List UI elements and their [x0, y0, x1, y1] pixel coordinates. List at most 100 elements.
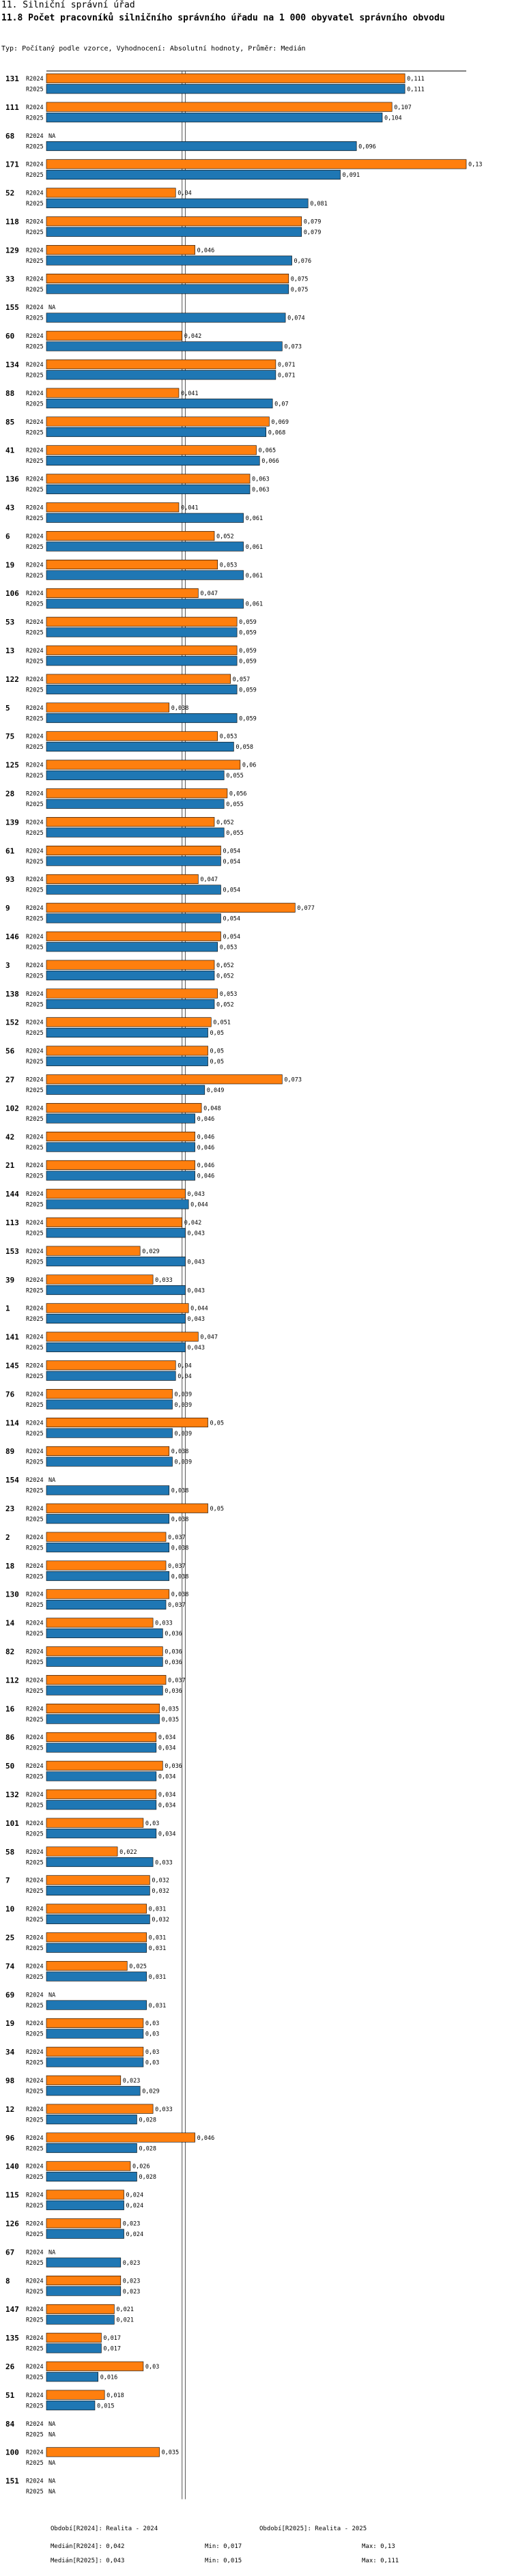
value-label: 0,017: [103, 2335, 121, 2342]
bar-r2024: [46, 1160, 195, 1170]
series-label: R2024: [26, 1820, 44, 1827]
series-label: R2024: [26, 991, 44, 998]
row-id-label: 147: [5, 2305, 19, 2314]
series-label: R2024: [26, 2078, 44, 2085]
bar-r2024: [46, 1675, 167, 1685]
value-label: 0,059: [239, 715, 257, 722]
series-label: R2024: [26, 1391, 44, 1398]
value-label: 0,071: [278, 362, 296, 369]
value-label: 0,044: [190, 1202, 208, 1209]
series-label: R2025: [26, 1888, 44, 1895]
bar-r2024: [46, 2104, 154, 2114]
bar-r2024: [46, 1274, 154, 1285]
series-label: R2024: [26, 2135, 44, 2142]
bar-r2024: [46, 2190, 124, 2200]
value-label: 0,021: [116, 2306, 134, 2313]
series-label: R2025: [26, 1859, 44, 1866]
series-label: R2024: [26, 1048, 44, 1055]
row-id-label: 61: [5, 846, 15, 855]
series-label: R2025: [26, 1974, 44, 1981]
row-id-label: 132: [5, 1790, 19, 1799]
value-label: 0,036: [165, 1631, 182, 1637]
bar-r2025: [46, 1571, 170, 1582]
value-label: 0,039: [175, 1391, 193, 1398]
bar-r2024: [46, 1818, 144, 1828]
value-label: 0,046: [197, 1145, 215, 1151]
series-label: R2025: [26, 945, 44, 951]
bar-r2024: [46, 73, 406, 83]
na-label: NA: [48, 2460, 55, 2467]
series-label: R2024: [26, 1935, 44, 1942]
series-label: R2025: [26, 1803, 44, 1809]
series-label: R2024: [26, 1706, 44, 1713]
series-label: R2025: [26, 1116, 44, 1123]
series-label: R2025: [26, 1373, 44, 1380]
series-label: R2025: [26, 773, 44, 779]
series-label: R2025: [26, 1087, 44, 1094]
value-label: 0,028: [139, 2174, 156, 2181]
bar-r2025: [46, 1829, 157, 1839]
value-label: 0,058: [236, 744, 253, 751]
bar-r2024: [46, 1732, 157, 1742]
bar-r2024: [46, 1961, 128, 1971]
bar-r2024: [46, 2276, 122, 2286]
value-label: 0,055: [226, 773, 244, 779]
series-label: R2024: [26, 2450, 44, 2457]
series-label: R2024: [26, 276, 44, 283]
value-label: 0,036: [165, 1688, 182, 1695]
row-id-label: 42: [5, 1132, 14, 1141]
series-label: R2025: [26, 429, 44, 436]
value-label: 0,069: [271, 419, 289, 426]
bar-r2024: [46, 188, 176, 198]
value-label: 0,033: [155, 2106, 173, 2113]
bar-r2024: [46, 159, 467, 169]
bar-r2025: [46, 313, 286, 323]
value-label: 0,043: [187, 1287, 205, 1294]
row-id-label: 5: [5, 704, 10, 713]
series-label: R2025: [26, 573, 44, 579]
value-label: 0,055: [226, 801, 244, 808]
row-id-label: 14: [5, 1619, 15, 1628]
row-id-label: 19: [5, 560, 14, 569]
value-label: 0,054: [223, 848, 240, 855]
series-label: R2025: [26, 287, 44, 294]
series-label: R2024: [26, 2278, 44, 2285]
value-label: 0,041: [181, 390, 199, 397]
value-label: 0,057: [233, 676, 251, 683]
max-2024-text: Max: 0,13: [362, 2543, 395, 2550]
row-id-label: 113: [5, 1218, 19, 1227]
row-id-label: 152: [5, 1018, 19, 1027]
series-label: R2025: [26, 2031, 44, 2038]
series-label: R2025: [26, 2060, 44, 2067]
bar-r2025: [46, 2029, 144, 2039]
bar-r2025: [46, 1943, 147, 1953]
value-label: 0,034: [158, 1774, 176, 1781]
series-label: R2024: [26, 1420, 44, 1427]
bar-r2024: [46, 817, 215, 827]
bar-r2025: [46, 1800, 157, 1810]
bar-r2025: [46, 1342, 186, 1352]
value-label: 0,075: [291, 287, 309, 294]
value-label: 0,034: [158, 1831, 176, 1837]
value-label: 0,037: [168, 1563, 186, 1570]
value-label: 0,053: [220, 562, 238, 569]
bar-r2024: [46, 760, 241, 770]
series-label: R2025: [26, 373, 44, 380]
value-label: 0,032: [152, 1888, 169, 1895]
row-id-label: 52: [5, 189, 14, 198]
value-label: 0,039: [175, 1431, 193, 1437]
series-label: R2024: [26, 1191, 44, 1198]
value-label: 0,054: [223, 916, 240, 923]
row-id-label: 56: [5, 1047, 15, 1056]
series-label: R2024: [26, 2364, 44, 2371]
value-label: 0,036: [165, 1763, 182, 1770]
row-id-label: 145: [5, 1362, 19, 1371]
bar-r2025: [46, 484, 251, 494]
series-label: R2024: [26, 1878, 44, 1885]
bar-r2025: [46, 141, 357, 152]
value-label: 0,079: [304, 229, 322, 236]
series-label: R2024: [26, 1649, 44, 1656]
bar-r2024: [46, 1360, 176, 1371]
bar-r2025: [46, 2229, 124, 2239]
bar-r2025: [46, 2257, 122, 2267]
